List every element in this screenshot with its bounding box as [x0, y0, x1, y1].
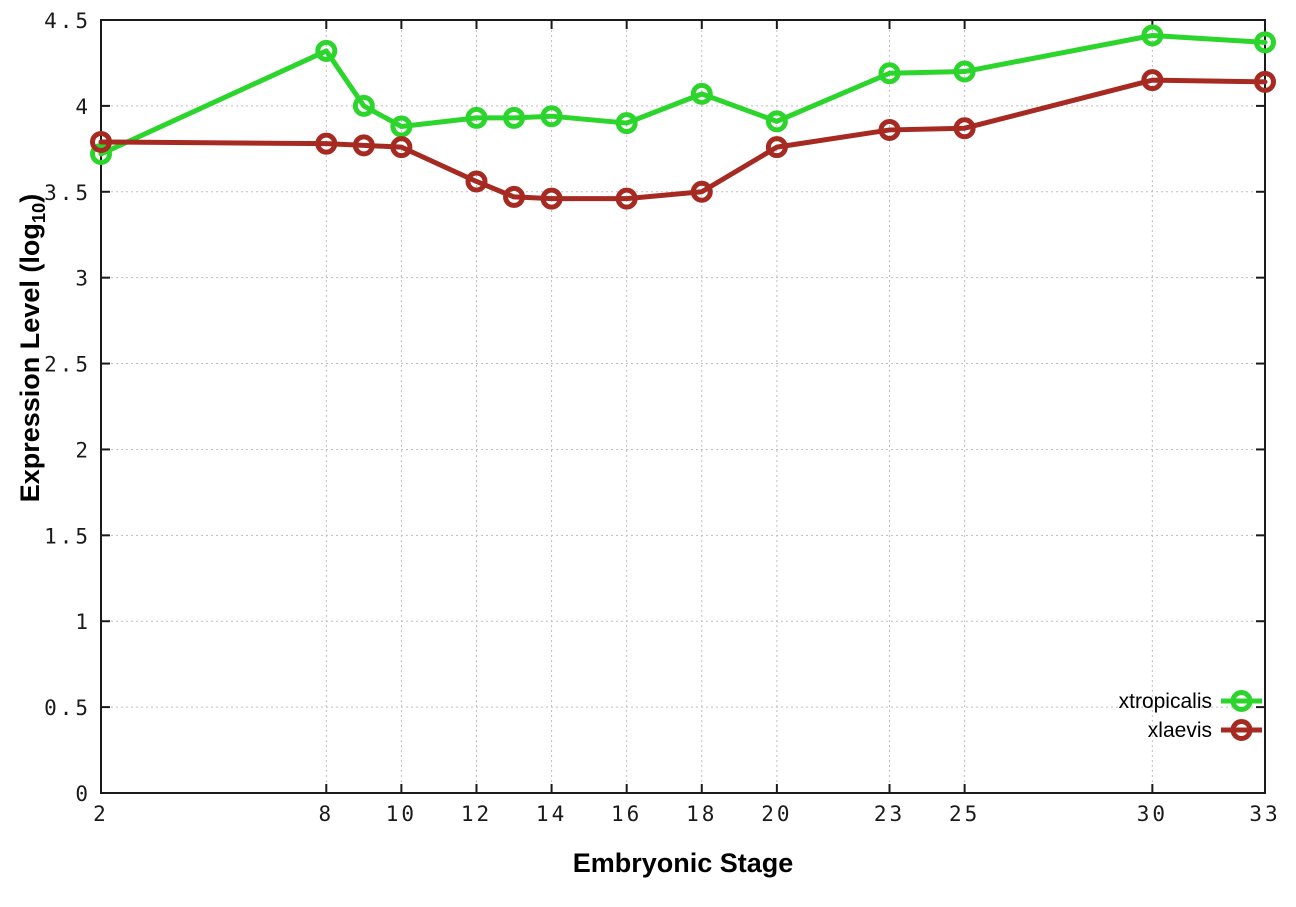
data-point-marker-xlaevis: [90, 130, 112, 153]
data-point-marker-xtropicalis: [503, 106, 526, 129]
x-axis-title-text: Embryonic Stage: [572, 848, 794, 878]
legend-label: xlaevis: [1148, 719, 1212, 742]
y-tick-label: 0: [75, 782, 91, 806]
data-point-marker-xtropicalis: [465, 106, 488, 129]
tick-labels: 2 8 10 12 14 16 18 20 23 25 30 33 0 0.5 1 1.5 2 2.5 3 3.5 4 4…: [44, 9, 1280, 826]
y-tick-label: 0.5: [44, 696, 91, 720]
y-tick-label: 4: [75, 95, 91, 119]
data-point-marker-xtropicalis: [352, 94, 375, 117]
legend-item-xlaevis: xlaevis: [1148, 719, 1262, 742]
data-point-marker-xlaevis: [1254, 70, 1276, 93]
series-xtropicalis: [90, 24, 1276, 165]
data-point-marker-xlaevis: [315, 132, 338, 155]
data-point-marker-xlaevis: [465, 170, 488, 193]
data-point-marker-xtropicalis: [540, 105, 563, 128]
y-tick-label: 2: [75, 438, 91, 462]
y-tick-label: 1: [75, 610, 91, 634]
y-tick-label: 2.5: [44, 353, 91, 377]
data-point-marker-xtropicalis: [690, 82, 713, 105]
data-point-marker-xlaevis: [1141, 69, 1164, 92]
data-point-marker-xtropicalis: [953, 60, 976, 83]
y-tick-label: 4.5: [44, 9, 91, 33]
y-axis-title-subscript: 10: [28, 202, 49, 224]
x-tick-label: 30: [1137, 802, 1168, 826]
legend-label: xtropicalis: [1119, 690, 1212, 713]
x-tick-label: 16: [611, 802, 642, 826]
data-point-marker-xtropicalis: [315, 39, 338, 62]
y-axis-title-text: Expression Level (log: [15, 223, 45, 503]
y-axis-title: Expression Level (log10): [11, 48, 49, 648]
x-tick-label: 20: [761, 802, 792, 826]
x-axis-title: Embryonic Stage: [383, 845, 983, 881]
x-tick-label: 33: [1249, 802, 1280, 826]
data-point-marker-xtropicalis: [615, 112, 638, 135]
legend: xtropicalis xlaevis: [1119, 690, 1262, 742]
data-point-marker-xtropicalis: [390, 115, 413, 138]
data-point-marker-xlaevis: [953, 117, 976, 140]
x-tick-label: 2: [93, 802, 109, 826]
x-tick-label: 23: [874, 802, 905, 826]
data-point-marker-xlaevis: [540, 187, 563, 210]
y-tick-label: 1.5: [44, 524, 91, 548]
plot-border: [100, 19, 1266, 794]
data-point-marker-xlaevis: [390, 136, 413, 159]
gridlines: [101, 19, 1265, 793]
data-point-marker-xtropicalis: [1254, 31, 1276, 54]
legend-item-xtropicalis: xtropicalis: [1119, 690, 1262, 713]
series-xlaevis: [90, 69, 1276, 210]
data-point-marker-xlaevis: [878, 118, 901, 141]
data-point-marker-xtropicalis: [90, 142, 112, 165]
x-tick-label: 12: [461, 802, 492, 826]
series-line-xlaevis: [98, 77, 1268, 202]
legend-marker-sample: [1230, 690, 1253, 712]
x-tick-label: 18: [686, 802, 717, 826]
data-point-marker-xlaevis: [503, 185, 526, 208]
data-point-marker-xlaevis: [690, 180, 713, 203]
x-tick-label: 25: [949, 802, 980, 826]
data-point-marker-xtropicalis: [765, 110, 788, 133]
x-tick-label: 10: [386, 802, 417, 826]
data-point-marker-xlaevis: [352, 134, 375, 157]
x-tick-label: 8: [318, 802, 334, 826]
legend-marker-sample: [1230, 719, 1253, 741]
tick-marks: [100, 19, 1266, 794]
y-axis-title-suffix: ): [15, 193, 45, 203]
y-tick-label: 3.5: [44, 181, 91, 205]
x-tick-label: 14: [536, 802, 567, 826]
data-point-marker-xtropicalis: [1141, 24, 1164, 47]
data-point-marker-xlaevis: [615, 187, 638, 210]
y-tick-label: 3: [75, 267, 91, 291]
data-point-marker-xlaevis: [765, 136, 788, 159]
data-point-marker-xtropicalis: [878, 62, 901, 85]
